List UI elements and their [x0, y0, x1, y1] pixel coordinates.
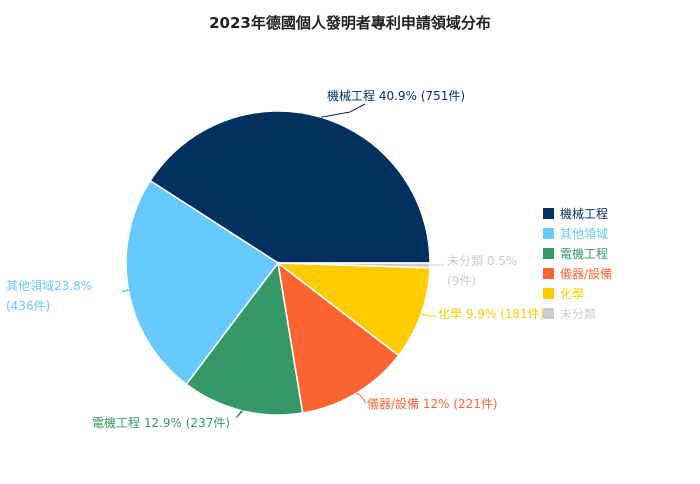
data-label-2: 電機工程 12.9% (237件): [92, 415, 230, 430]
legend-label-5: 未分類: [560, 307, 596, 321]
data-label-0: 機械工程 40.9% (751件): [327, 88, 465, 103]
leader-line-0: [321, 104, 365, 117]
data-label-5-line1: (9件): [447, 274, 476, 288]
legend-label-0: 機械工程: [560, 206, 608, 221]
legend-swatch-0: [543, 208, 554, 219]
pie-slices: [126, 111, 430, 415]
leader-line-2: [236, 410, 244, 418]
leader-line-4: [421, 314, 436, 316]
legend-label-1: 其他領域: [560, 226, 608, 241]
chart-title: 2023年德國個人發明者專利申請領域分布: [209, 14, 491, 32]
data-label-3: 儀器/設備 12% (221件): [367, 396, 498, 411]
data-label-1-line0: 其他領域23.8%: [6, 278, 92, 293]
legend-swatch-2: [543, 248, 554, 259]
legend-label-2: 電機工程: [560, 246, 608, 261]
data-label-5-line0: 未分類 0.5%: [447, 254, 517, 268]
data-label-4: 化學 9.9% (181件): [438, 307, 544, 321]
legend-swatch-3: [543, 268, 554, 279]
legend-label-4: 化學: [560, 287, 584, 301]
legend-swatch-5: [543, 308, 554, 319]
legend-swatch-1: [543, 228, 554, 239]
legend-swatch-4: [543, 288, 554, 299]
data-label-1-line1: (436件): [6, 299, 50, 313]
legend: 機械工程其他領域電機工程儀器/設備化學未分類: [543, 206, 612, 321]
legend-label-3: 儀器/設備: [560, 266, 612, 281]
leader-line-3: [356, 393, 366, 403]
